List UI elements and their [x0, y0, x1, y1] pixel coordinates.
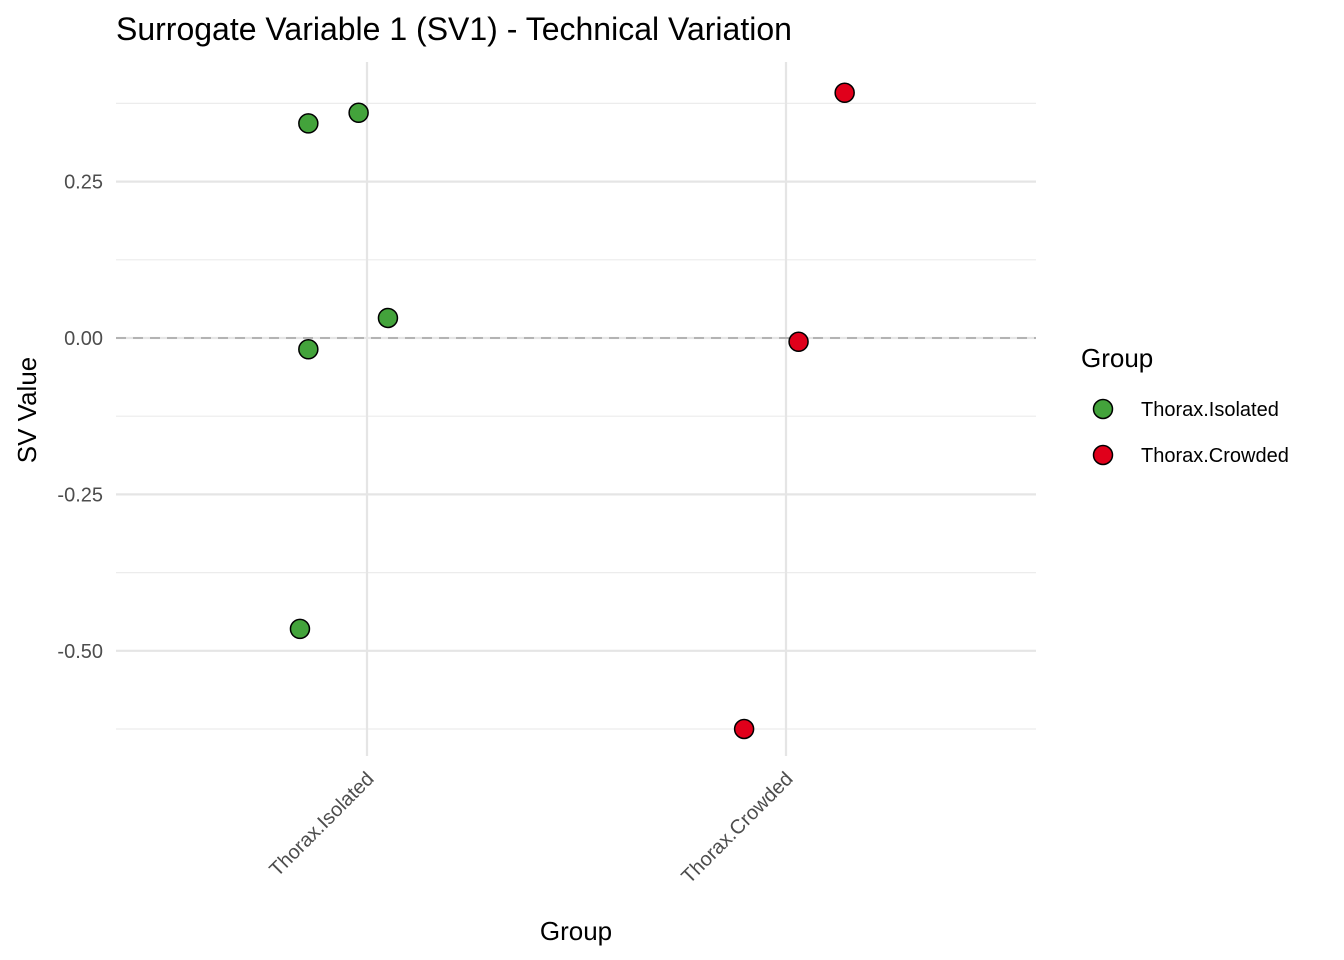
- y-tick-label: -0.50: [57, 641, 103, 663]
- data-point: [788, 331, 809, 353]
- grid: [116, 62, 1036, 756]
- legend-key: [1092, 398, 1114, 420]
- x-tick-label: Thorax.Isolated: [265, 768, 378, 881]
- legend-items: Thorax.Isolated Thorax.Crowded: [1092, 398, 1289, 467]
- legend: Group Thorax.Isolated Thorax.Crowded: [1081, 343, 1289, 467]
- legend-label: Thorax.Isolated: [1141, 399, 1279, 421]
- y-tick-label: 0.00: [64, 328, 103, 350]
- chart-title: Surrogate Variable 1 (SV1) - Technical V…: [116, 11, 792, 47]
- x-tick-label: Thorax.Crowded: [677, 768, 797, 888]
- y-tick-label: -0.25: [57, 484, 103, 506]
- y-tick-label: 0.25: [64, 172, 103, 194]
- legend-title: Group: [1081, 343, 1153, 373]
- data-point: [377, 307, 399, 329]
- x-axis-title: Group: [540, 916, 612, 946]
- data-point: [834, 82, 855, 104]
- y-axis-title: SV Value: [12, 357, 42, 463]
- data-point: [298, 113, 319, 134]
- data-point: [298, 339, 319, 360]
- legend-label: Thorax.Crowded: [1141, 445, 1289, 467]
- data-point: [289, 618, 311, 640]
- data-points: [289, 82, 855, 740]
- data-point: [348, 102, 369, 124]
- legend-key: [1092, 444, 1114, 466]
- data-point: [733, 718, 755, 740]
- x-axis-tick-labels: Thorax.Isolated Thorax.Crowded: [265, 768, 797, 888]
- y-axis-tick-labels: 0.25 0.00 -0.25 -0.50: [57, 172, 103, 663]
